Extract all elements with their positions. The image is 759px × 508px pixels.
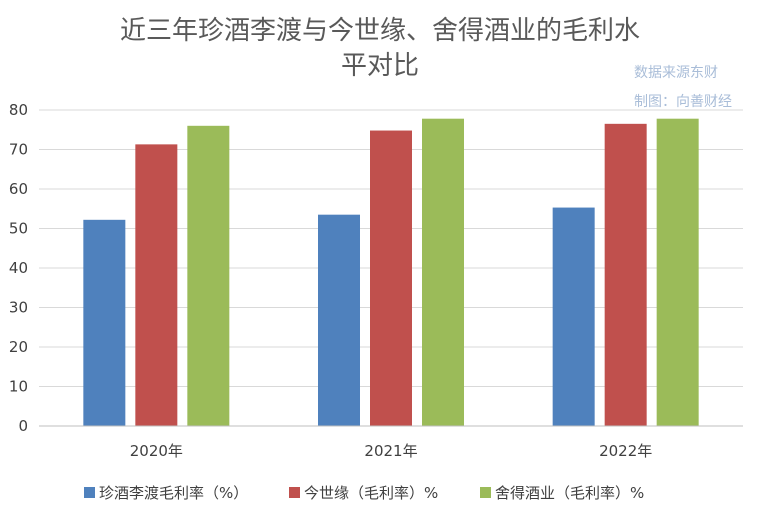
x-category-label: 2020年 [130,442,183,460]
y-tick-label: 80 [9,101,28,119]
bar [187,125,230,427]
x-category-label: 2021年 [364,442,417,460]
bars [83,118,699,427]
y-tick-label: 30 [9,299,28,317]
source-note: 数据来源东财 [634,65,718,81]
legend-swatch [289,487,300,498]
y-tick-label: 20 [9,338,28,356]
legend: 珍酒李渡毛利率（%） 今世缘（毛利率）% 舍得酒业（毛利率）% [84,484,644,502]
legend-label: 舍得酒业（毛利率）% [495,484,644,502]
bar [83,219,126,426]
legend-swatch [480,487,491,498]
y-tick-label: 0 [18,417,28,435]
legend-label: 珍酒李渡毛利率（%） [99,484,248,502]
y-tick-label: 40 [9,259,28,277]
y-tick-label: 50 [9,220,28,238]
y-tick-label: 60 [9,180,28,198]
y-axis-ticks: 0 10 20 30 40 50 60 70 80 [9,101,28,435]
y-tick-label: 70 [9,141,28,159]
bar [656,118,699,426]
bar [422,118,464,426]
chart-credit-note: 制图：向善财经 [634,94,732,110]
bar [318,214,360,426]
chart-title-line-1: 近三年珍酒李渡与今世缘、舍得酒业的毛利水 [120,16,640,46]
legend-swatch [84,487,95,498]
legend-label: 今世缘（毛利率）% [304,484,438,502]
bar [135,144,178,427]
bar [604,123,647,426]
y-tick-label: 10 [9,378,28,396]
x-category-label: 2022年 [599,442,652,460]
chart-title-line-2: 平对比 [341,51,419,81]
bar [370,130,412,427]
x-axis-categories: 2020年 2021年 2022年 [130,442,653,460]
bar [552,207,595,426]
